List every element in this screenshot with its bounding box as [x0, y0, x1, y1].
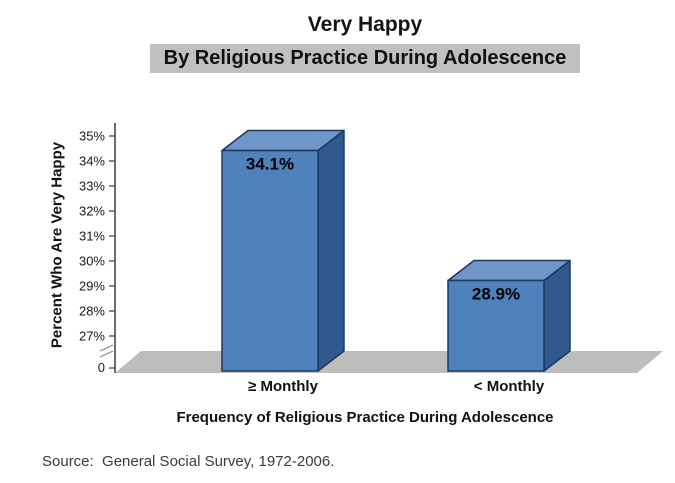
category-label: < Monthly — [474, 378, 545, 395]
bar-chart-3d: 35% 34% 33% 32% 31% 30% 29% 28% 27% 0 34.1% ≥ Month… — [79, 123, 663, 395]
category-label: ≥ Monthly — [248, 378, 319, 395]
plot-area: Percent Who Are Very Happy 35% 34% 33% 32% 3… — [0, 85, 675, 405]
axis-break-icon — [99, 350, 114, 358]
y-tick-label: 34% — [79, 154, 105, 169]
y-tick-label: 33% — [79, 179, 105, 194]
chart-page: Very Happy By Religious Practice During … — [0, 13, 675, 470]
axis-break-icon — [99, 344, 114, 352]
bar-value-label: 28.9% — [472, 285, 520, 304]
bar-front-face — [221, 149, 319, 372]
y-tick-label: 28% — [79, 304, 105, 319]
y-tick-label: 35% — [79, 129, 105, 144]
chart-subtitle-wrap: By Religious Practice During Adolescence — [0, 44, 675, 73]
source-note: Source: General Social Survey, 1972-2006… — [42, 453, 335, 470]
y-tick-label: 27% — [79, 329, 105, 344]
chart-floor — [115, 351, 663, 373]
y-tick-label: 29% — [79, 279, 105, 294]
y-origin-label: 0 — [98, 360, 105, 375]
y-tick-label: 30% — [79, 254, 105, 269]
bar-side-face — [317, 129, 345, 372]
bar-value-label: 34.1% — [246, 155, 294, 174]
y-tick-label: 31% — [79, 229, 105, 244]
y-tick-label: 32% — [79, 204, 105, 219]
chart-title: Very Happy — [307, 13, 423, 36]
y-axis-title: Percent Who Are Very Happy — [48, 141, 66, 349]
bar-front-face — [447, 279, 545, 372]
chart-subtitle: By Religious Practice During Adolescence — [149, 44, 581, 73]
x-axis-title: Frequency of Religious Practice During A… — [176, 409, 554, 426]
